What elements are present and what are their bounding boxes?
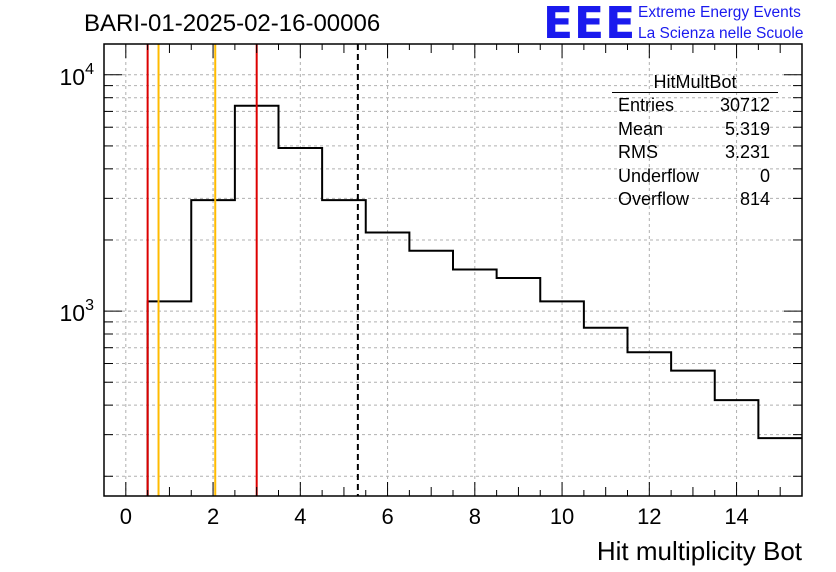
stats-value: 30712 xyxy=(719,95,770,115)
stats-row-entries: Entries 30712 xyxy=(612,94,778,118)
stats-row-overflow: Overflow 814 xyxy=(612,188,778,212)
logo-line-1: Extreme Energy Events xyxy=(638,4,801,21)
histogram-bin xyxy=(366,233,410,496)
stats-value: 3.231 xyxy=(724,142,770,162)
stats-row-underflow: Underflow 0 xyxy=(612,165,778,189)
chart-title: BARI-01-2025-02-16-00006 xyxy=(84,10,381,37)
histogram-bin xyxy=(191,200,235,496)
histogram-bin xyxy=(540,301,584,496)
histogram-bin xyxy=(715,400,759,496)
stats-label: Overflow xyxy=(618,189,690,209)
x-tick-label: 6 xyxy=(381,504,393,529)
histogram-bin xyxy=(279,148,323,496)
histogram-bin xyxy=(497,278,541,496)
x-tick-label: 2 xyxy=(207,504,219,529)
axis-ticks: 0 2 4 6 8 10 12 14 103 104 xyxy=(60,44,803,529)
stats-label: RMS xyxy=(618,142,658,162)
histogram-line xyxy=(146,104,802,496)
x-tick-label: 12 xyxy=(637,504,661,529)
x-tick-label: 4 xyxy=(294,504,306,529)
histogram-bin xyxy=(148,301,192,496)
stats-value: 814 xyxy=(739,189,770,209)
stats-box: HitMultBot Entries 30712 Mean 5.319 RMS … xyxy=(612,72,778,212)
histogram-bin xyxy=(322,200,366,496)
x-tick-label: 8 xyxy=(469,504,481,529)
histogram xyxy=(146,104,802,496)
marker-lines xyxy=(146,44,359,496)
stats-label: Entries xyxy=(618,95,675,115)
x-axis-label: Hit multiplicity Bot xyxy=(596,536,802,566)
x-tick-label: 0 xyxy=(120,504,132,529)
histogram-bin xyxy=(671,371,715,496)
y-tick-label: 104 xyxy=(60,61,95,90)
stats-row-rms: RMS 3.231 xyxy=(612,141,778,165)
y-tick-label: 103 xyxy=(60,297,95,326)
histogram-bin xyxy=(628,352,672,496)
histogram-bin xyxy=(584,328,628,496)
logo-line-2: La Scienza nelle Scuole xyxy=(638,25,804,42)
eee-logo: EEE xyxy=(543,0,637,49)
stats-value: 5.319 xyxy=(724,118,770,139)
stats-label: Underflow xyxy=(618,165,700,186)
histogram-bin xyxy=(453,269,497,496)
grid-lines xyxy=(104,44,802,496)
stats-title: HitMultBot xyxy=(612,72,778,93)
x-tick-label: 14 xyxy=(724,504,748,529)
x-tick-label: 10 xyxy=(550,504,574,529)
stats-label: Mean xyxy=(618,118,664,139)
histogram-bin xyxy=(409,251,453,496)
stats-value: 0 xyxy=(759,165,770,186)
stats-row-mean: Mean 5.319 xyxy=(612,118,778,142)
